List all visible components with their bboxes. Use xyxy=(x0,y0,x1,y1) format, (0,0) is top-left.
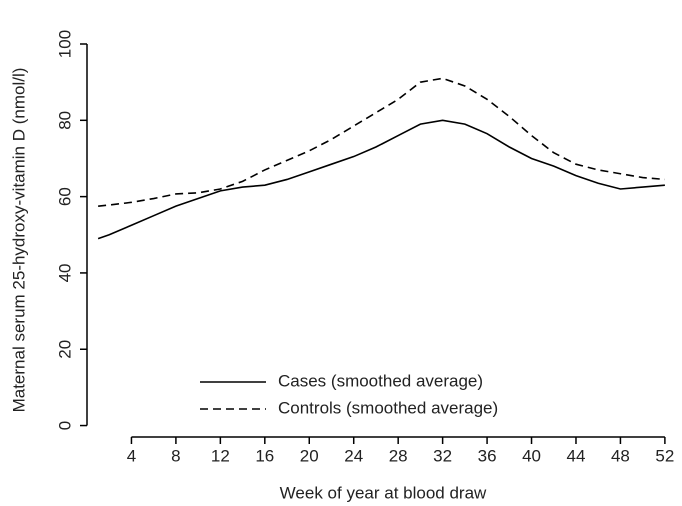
x-tick-label: 12 xyxy=(211,446,230,465)
x-tick-label: 52 xyxy=(655,446,674,465)
y-tick-label: 40 xyxy=(55,263,74,282)
x-tick-label: 24 xyxy=(344,446,363,465)
x-tick-label: 36 xyxy=(478,446,497,465)
x-tick-label: 48 xyxy=(611,446,630,465)
series-line xyxy=(97,119,665,240)
y-axis-label: Maternal serum 25-hydroxy-vitamin D (nmo… xyxy=(9,68,28,413)
series-line xyxy=(98,77,665,207)
x-tick-label: 28 xyxy=(389,446,408,465)
y-tick-label: 80 xyxy=(55,111,74,130)
x-axis-label: Week of year at blood draw xyxy=(280,483,487,502)
x-tick-label: 8 xyxy=(171,446,180,465)
legend-label: Controls (smoothed average) xyxy=(278,398,498,417)
y-tick-label: 60 xyxy=(55,187,74,206)
y-tick-label: 100 xyxy=(55,30,74,58)
x-tick-label: 40 xyxy=(522,446,541,465)
legend-label: Cases (smoothed average) xyxy=(278,371,483,390)
x-tick-label: 44 xyxy=(567,446,586,465)
x-tick-label: 32 xyxy=(433,446,452,465)
x-tick-label: 20 xyxy=(300,446,319,465)
x-tick-label: 4 xyxy=(127,446,136,465)
y-tick-label: 20 xyxy=(55,340,74,359)
y-tick-label: 0 xyxy=(55,421,74,430)
x-tick-label: 16 xyxy=(255,446,274,465)
